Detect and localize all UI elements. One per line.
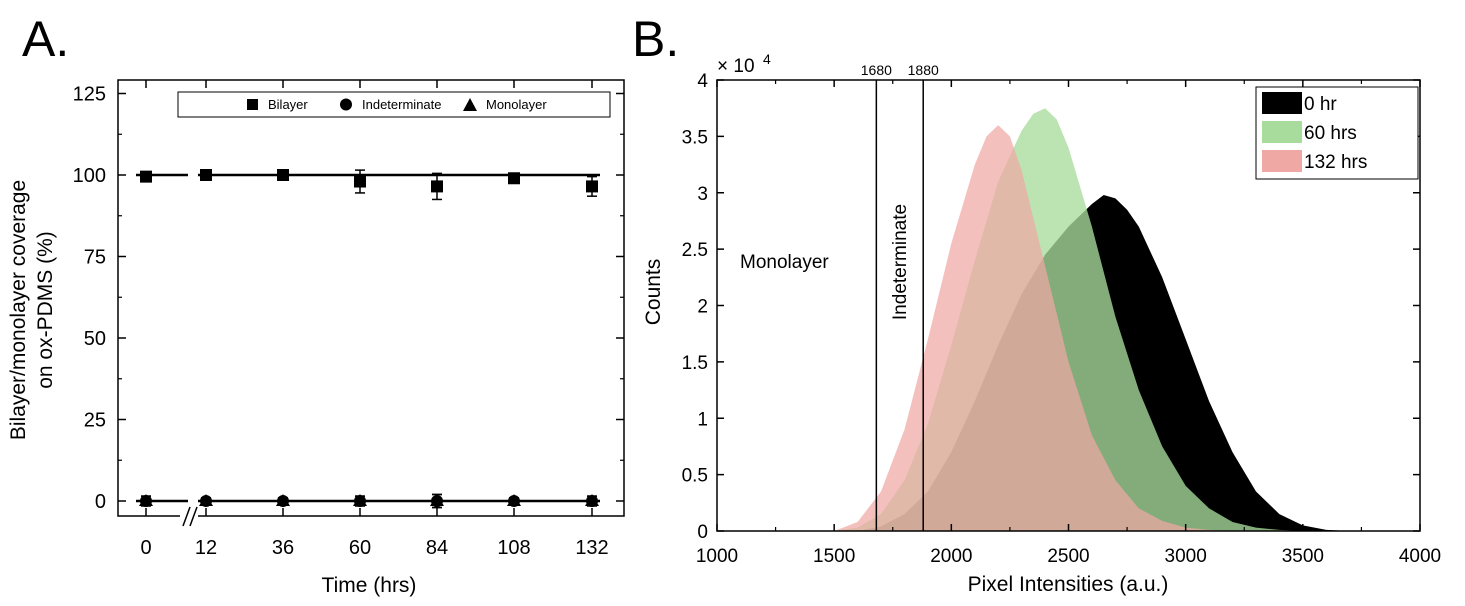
monolayer-point: [353, 494, 367, 506]
x-tick-label: 12: [195, 537, 217, 559]
monolayer-point: [199, 494, 213, 506]
legend-label-60hrs: 60 hrs: [1304, 123, 1357, 144]
panel-b-label: B.: [632, 11, 679, 67]
panel-b-y-multiplier-exponent: 4: [763, 51, 771, 67]
x-tick-label: 1500: [813, 546, 855, 567]
bilayer-point: [200, 169, 212, 181]
panel-a: A. 0 25 50 75 100 125 0 12 36 60 84 108 132 Bilayer…: [7, 11, 625, 597]
panel-a-x-tick-labels: 0 12 36 60 84 108 132: [140, 537, 608, 559]
bilayer-point: [140, 170, 152, 183]
monolayer-point: [276, 494, 290, 506]
y-tick-label: 3: [697, 184, 708, 205]
x-tick-label: 0: [140, 537, 151, 559]
monolayer-point: [430, 494, 444, 506]
panel-a-plot-frame: [117, 79, 625, 517]
threshold-label: 1680: [861, 62, 892, 78]
monolayer-point: [585, 494, 599, 506]
panel-b-y-multiplier: × 10: [717, 56, 755, 77]
x-tick-label: 108: [497, 537, 530, 559]
panel-a-label: A.: [22, 11, 69, 67]
panel-a-axis-break: [180, 506, 198, 527]
y-tick-label: 100: [73, 165, 106, 187]
bilayer-point: [508, 172, 520, 185]
y-tick-label: 2.5: [682, 240, 708, 261]
panel-b-x-tick-labels: 1000 1500 2000 2500 3000 3500 4000: [696, 546, 1441, 567]
y-tick-label: 3.5: [682, 127, 708, 148]
legend-label-0hr: 0 hr: [1304, 94, 1337, 115]
x-tick-label: 3000: [1165, 546, 1207, 567]
x-tick-label: 3500: [1282, 546, 1324, 567]
panel-b: B. × 10 4 1680 1880 0 0.5 1 1.5 2 2.5 3 3.5 4 100…: [632, 11, 1441, 596]
legend-label-monolayer: Monolayer: [486, 97, 547, 112]
legend-label-132hrs: 132 hrs: [1304, 152, 1367, 173]
legend-triangle-marker: [463, 98, 477, 111]
histogram-area-132-hrs: [834, 125, 1256, 531]
monolayer-point: [139, 494, 153, 506]
x-tick-label: 60: [349, 537, 371, 559]
panel-a-x-axis-title: Time (hrs): [322, 574, 417, 597]
x-tick-label: 2000: [930, 546, 972, 567]
monolayer-point: [507, 494, 521, 506]
panel-a-legend: Bilayer Indeterminate Monolayer: [177, 91, 611, 118]
legend-square-marker: [247, 99, 258, 110]
legend-swatch-0hr: [1262, 92, 1302, 114]
panel-a-data-points: [139, 169, 599, 509]
panel-a-y-axis-title-line2: on ox-PDMS (%): [34, 231, 57, 389]
panel-a-y-axis-title-line1: Bilayer/monolayer coverage: [7, 180, 30, 440]
bilayer-point: [277, 169, 289, 181]
panel-b-y-tick-labels: 0 0.5 1 1.5 2 2.5 3 3.5 4: [682, 71, 709, 543]
region-label-monolayer: Monolayer: [740, 252, 829, 273]
y-tick-label: 0: [95, 491, 106, 513]
x-tick-label: 132: [575, 537, 608, 559]
threshold-label: 1880: [908, 62, 939, 78]
y-tick-label: 75: [84, 247, 106, 269]
panel-b-y-axis-title: Counts: [642, 259, 665, 326]
x-tick-label: 84: [426, 537, 448, 559]
y-tick-label: 0.5: [682, 466, 708, 487]
y-tick-label: 2: [697, 297, 708, 318]
y-tick-label: 1.5: [682, 353, 708, 374]
legend-swatch-60hrs: [1262, 121, 1302, 143]
axis-break-mark: [182, 506, 191, 527]
bilayer-point: [431, 180, 443, 193]
panel-b-threshold-lines: 1680 1880: [861, 62, 939, 531]
panel-a-ticks: [118, 80, 624, 516]
legend-swatch-132hrs: [1262, 150, 1302, 172]
x-tick-label: 1000: [696, 546, 738, 567]
bilayer-point: [586, 180, 598, 193]
panel-b-ticks: [716, 79, 1421, 532]
bilayer-point: [354, 175, 366, 188]
legend-label-bilayer: Bilayer: [268, 97, 308, 112]
y-tick-label: 50: [84, 328, 106, 350]
y-tick-label: 25: [84, 410, 106, 432]
y-tick-label: 125: [73, 84, 106, 106]
axis-break-mark: [189, 506, 198, 527]
panel-b-legend: 0 hr 60 hrs 132 hrs: [1255, 86, 1419, 180]
region-label-indeterminate: Indeterminate: [890, 204, 911, 320]
x-tick-label: 2500: [1047, 546, 1089, 567]
y-tick-label: 1: [697, 409, 708, 430]
y-tick-label: 4: [697, 71, 708, 92]
panel-a-y-tick-labels: 0 25 50 75 100 125: [73, 84, 106, 514]
x-tick-label: 36: [272, 537, 294, 559]
x-tick-label: 4000: [1399, 546, 1441, 567]
panel-b-x-axis-title: Pixel Intensities (a.u.): [968, 573, 1169, 596]
y-tick-label: 0: [697, 522, 708, 543]
legend-label-indeterminate: Indeterminate: [362, 97, 442, 112]
panel-a-fit-lines: [136, 173, 600, 503]
legend-circle-marker: [340, 98, 352, 111]
